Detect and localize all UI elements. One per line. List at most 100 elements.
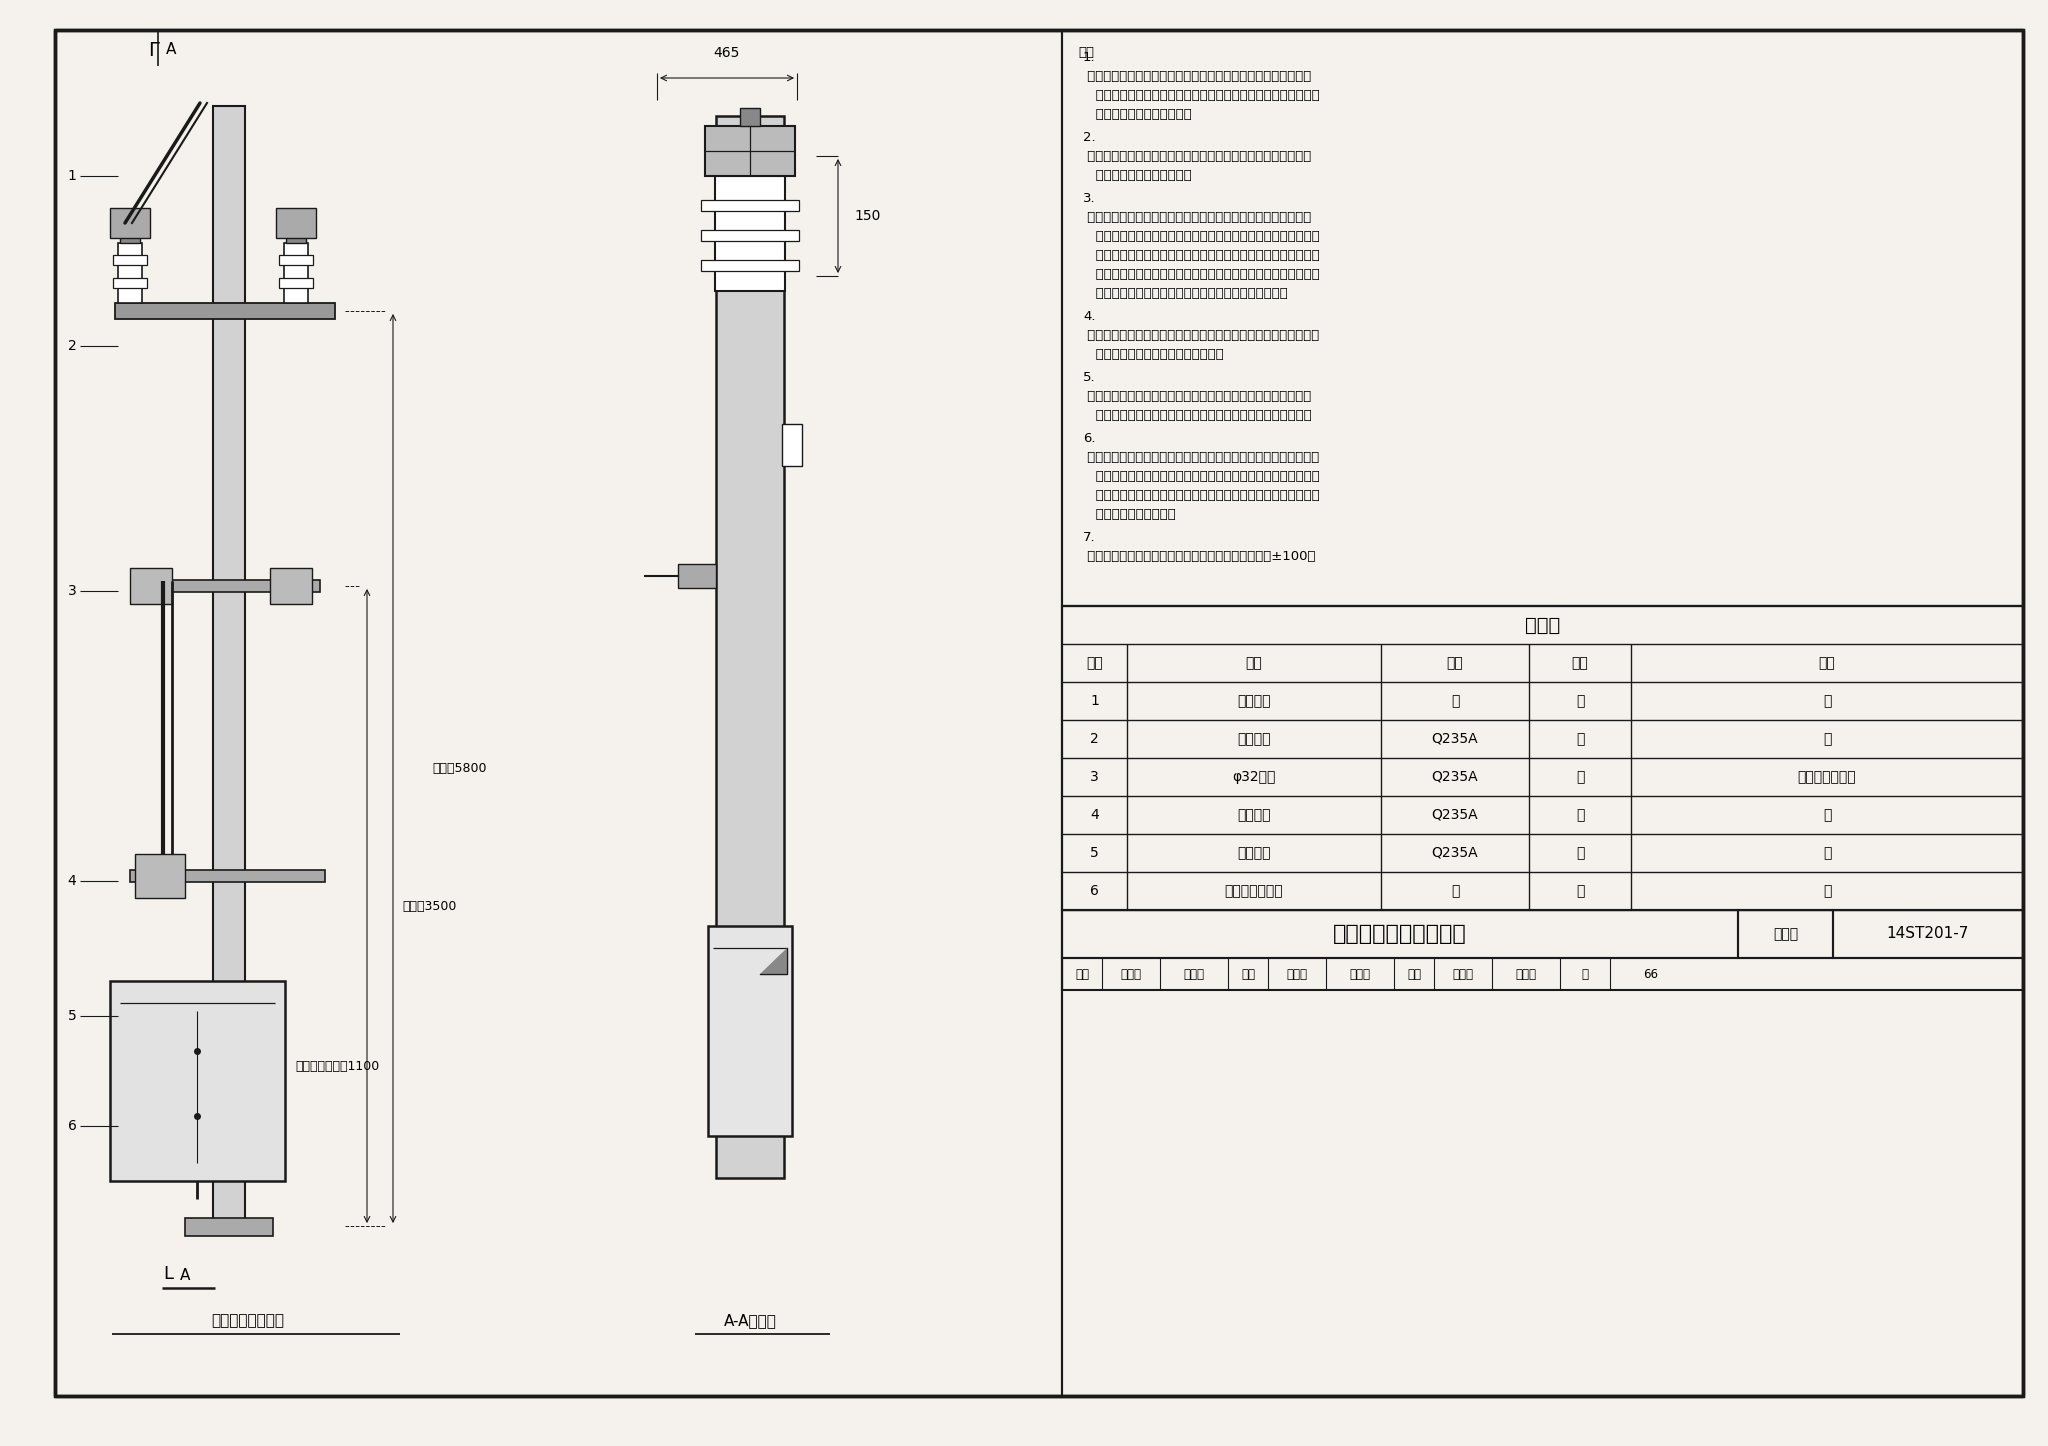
Text: 4.: 4. xyxy=(1083,309,1096,322)
Text: 触面涂有电力复合脂。: 触面涂有电力复合脂。 xyxy=(1083,508,1176,521)
Text: 长度由现场确定: 长度由现场确定 xyxy=(1798,771,1855,784)
Bar xyxy=(678,564,717,589)
Text: 根: 根 xyxy=(1575,771,1585,784)
Text: －: － xyxy=(1823,808,1831,821)
Text: 开关支架: 开关支架 xyxy=(1237,732,1270,746)
Text: 葛义飞: 葛义飞 xyxy=(1120,967,1141,980)
Text: 465: 465 xyxy=(715,46,739,59)
Bar xyxy=(700,230,799,241)
Text: 关的实际分、合位置一致。: 关的实际分、合位置一致。 xyxy=(1083,169,1192,182)
Text: 6.: 6. xyxy=(1083,432,1096,445)
Text: 开关引线应连接正确牢固，在任何情况下均应满足带电距离要求，: 开关引线应连接正确牢固，在任何情况下均应满足带电距离要求， xyxy=(1083,330,1319,343)
Text: 闸的分合与开关主触头间的机械闭锁关系应准确可靠。: 闸的分合与开关主触头间的机械闭锁关系应准确可靠。 xyxy=(1083,286,1288,299)
Text: L: L xyxy=(164,1265,172,1283)
Bar xyxy=(111,208,150,239)
Bar xyxy=(717,116,784,1178)
Text: 2: 2 xyxy=(68,338,76,353)
Bar xyxy=(782,424,803,466)
Text: 高义飞: 高义飞 xyxy=(1184,967,1204,980)
Text: 1: 1 xyxy=(1090,694,1100,709)
Bar xyxy=(709,925,793,1137)
Bar xyxy=(135,855,184,898)
Text: Γ: Γ xyxy=(147,42,160,61)
Text: 页: 页 xyxy=(1581,967,1589,980)
Bar xyxy=(1833,910,2023,959)
Bar xyxy=(213,106,246,1226)
Text: 开关的实际分合位置一致。带接地刀闸的手动隔离开关，接地刀: 开关的实际分合位置一致。带接地刀闸的手动隔离开关，接地刀 xyxy=(1083,268,1319,281)
Polygon shape xyxy=(760,949,786,975)
Bar xyxy=(270,568,311,604)
Bar xyxy=(279,254,313,265)
Text: 无松动现象；导电部分触头表面平整清洁，设备接线端子连接接: 无松动现象；导电部分触头表面平整清洁，设备接线端子连接接 xyxy=(1083,489,1319,502)
Text: 4: 4 xyxy=(68,873,76,888)
Bar xyxy=(739,108,760,126)
Text: 并符合设计要求；转动杆垂直与操作机构轴线一致，连接牢固，: 并符合设计要求；转动杆垂直与操作机构轴线一致，连接牢固， xyxy=(1083,470,1319,483)
Bar xyxy=(1063,959,2023,991)
Bar xyxy=(276,208,315,239)
Text: 套: 套 xyxy=(1575,694,1585,709)
Text: －: － xyxy=(1450,884,1458,898)
Text: 66: 66 xyxy=(1642,967,1659,980)
Text: 5: 5 xyxy=(1090,846,1100,860)
Bar xyxy=(119,243,141,304)
Text: 审核: 审核 xyxy=(1075,967,1090,980)
Bar xyxy=(129,870,326,882)
Text: 图集号: 图集号 xyxy=(1774,927,1798,941)
Text: －: － xyxy=(1450,694,1458,709)
Text: 并预留因温度变化引起的位移长度。: 并预留因温度变化引起的位移长度。 xyxy=(1083,348,1225,362)
Text: 机构支架: 机构支架 xyxy=(1237,846,1270,860)
Text: 至地面5800: 至地面5800 xyxy=(432,762,487,775)
Text: －: － xyxy=(1823,884,1831,898)
Text: 150: 150 xyxy=(854,210,881,223)
Text: 套: 套 xyxy=(1575,884,1585,898)
Text: －: － xyxy=(1823,732,1831,746)
Bar xyxy=(135,580,319,591)
Text: Q235A: Q235A xyxy=(1432,846,1479,860)
Text: 序号: 序号 xyxy=(1085,656,1104,669)
Text: Q235A: Q235A xyxy=(1432,732,1479,746)
Text: －: － xyxy=(1823,846,1831,860)
Bar xyxy=(700,260,799,270)
Text: 隔离开关底座和操作机构底座靠近线路端部距线路中心线距离符: 隔离开关底座和操作机构底座靠近线路端部距线路中心线距离符 xyxy=(1083,390,1311,403)
Text: 套: 套 xyxy=(1575,808,1585,821)
Text: 隔离开关: 隔离开关 xyxy=(1237,694,1270,709)
Text: 6: 6 xyxy=(68,1119,76,1134)
Bar xyxy=(184,1218,272,1236)
Text: 中间支撑: 中间支撑 xyxy=(1237,808,1270,821)
Text: 注：: 注： xyxy=(1077,46,1094,59)
Text: 套: 套 xyxy=(1575,732,1585,746)
Text: 14ST201-7: 14ST201-7 xyxy=(1886,927,1970,941)
Text: 5: 5 xyxy=(68,1009,76,1022)
Bar xyxy=(700,200,799,211)
Text: 内能正确、可靠动作；有连锁要求的开关，连锁关系准确可靠；: 内能正确、可靠动作；有连锁要求的开关，连锁关系准确可靠； xyxy=(1083,230,1319,243)
Text: 单位: 单位 xyxy=(1571,656,1589,669)
Text: 蔡志刚: 蔡志刚 xyxy=(1286,967,1307,980)
Text: 电动操作机构箱: 电动操作机构箱 xyxy=(1225,884,1284,898)
Text: 3: 3 xyxy=(1090,771,1100,784)
Text: 张凌元: 张凌元 xyxy=(1516,967,1536,980)
Bar xyxy=(705,126,795,176)
Text: 6: 6 xyxy=(1090,884,1100,898)
Text: 设计: 设计 xyxy=(1407,967,1421,980)
Text: 蔡志刚: 蔡志刚 xyxy=(1350,967,1370,980)
Bar xyxy=(1739,910,1833,959)
Text: 4: 4 xyxy=(1090,808,1100,821)
Text: 5.: 5. xyxy=(1083,372,1096,385)
Text: 开关托架呈水平状态，瓷柱垂直，操作机构安装位置应便于操作，: 开关托架呈水平状态，瓷柱垂直，操作机构安装位置应便于操作， xyxy=(1083,451,1319,464)
Text: 操作手柄至地面1100: 操作手柄至地面1100 xyxy=(295,1060,379,1073)
Bar xyxy=(279,278,313,288)
Text: 位灵活，双级开关应同步。: 位灵活，双级开关应同步。 xyxy=(1083,108,1192,121)
Text: 1.: 1. xyxy=(1083,51,1096,64)
Text: 支柱上隔离开关安装图: 支柱上隔离开关安装图 xyxy=(1333,924,1466,944)
Text: 3.: 3. xyxy=(1083,192,1096,205)
Text: 7.: 7. xyxy=(1083,531,1096,544)
Text: Q235A: Q235A xyxy=(1432,808,1479,821)
Text: A: A xyxy=(166,42,176,56)
Text: 隔离开关、操作机构转动操作轻便灵活，机构的分合闸指示与开: 隔离开关、操作机构转动操作轻便灵活，机构的分合闸指示与开 xyxy=(1083,150,1311,163)
Text: 3: 3 xyxy=(68,584,76,599)
Text: 至地面3500: 至地面3500 xyxy=(403,899,457,912)
Bar xyxy=(715,176,784,291)
Text: 隔离开关正立面图: 隔离开关正立面图 xyxy=(211,1313,285,1329)
Bar xyxy=(113,254,147,265)
Bar xyxy=(113,278,147,288)
